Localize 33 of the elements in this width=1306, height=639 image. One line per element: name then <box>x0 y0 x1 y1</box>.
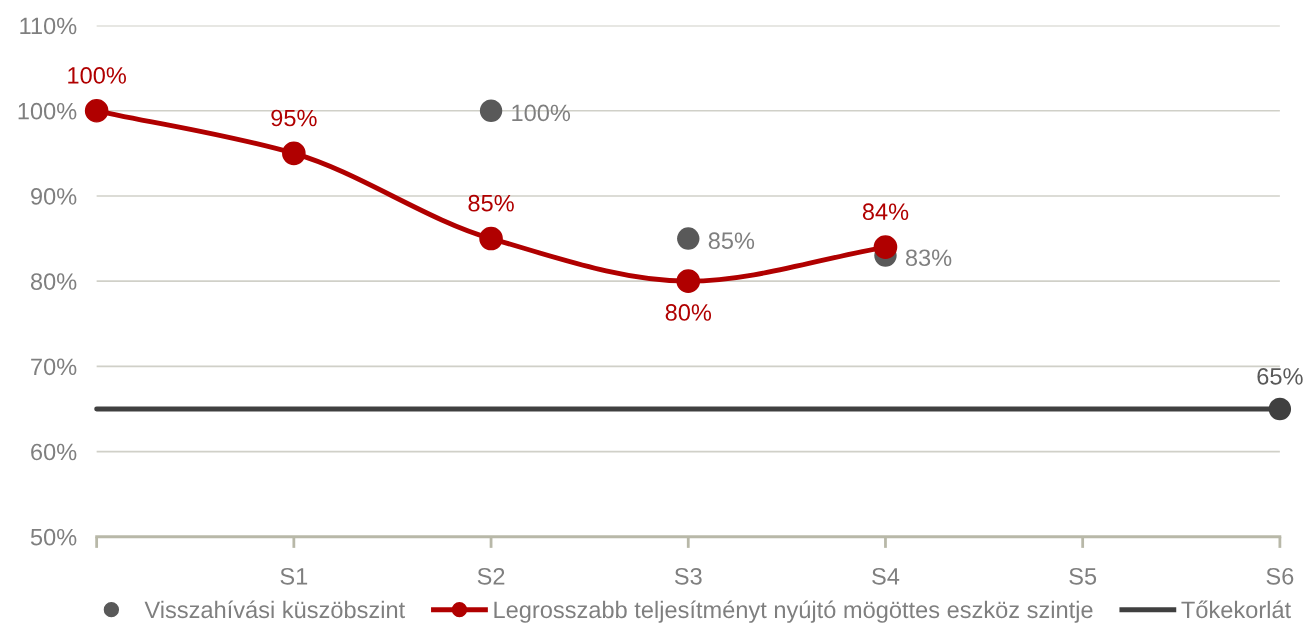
y-tick-label: 50% <box>30 528 77 546</box>
x-tick-label: S1 <box>280 567 308 585</box>
point <box>479 99 503 122</box>
y-tick-label: 100% <box>18 102 77 120</box>
data-label: 85% <box>708 232 755 250</box>
data-label: 80% <box>665 304 712 321</box>
data-label: 83% <box>905 249 952 267</box>
data-label: 84% <box>862 203 909 221</box>
data-label: 95% <box>271 109 317 127</box>
x-tick-label: S6 <box>1266 567 1294 585</box>
legend-label: Visszahívási küszöbszint <box>144 600 405 619</box>
point <box>1268 397 1292 421</box>
data-label: 100% <box>512 104 571 122</box>
x-tick-label: S4 <box>872 567 900 585</box>
data-label: 65% <box>1257 368 1303 385</box>
point <box>479 226 503 251</box>
point <box>677 227 700 250</box>
point <box>84 98 109 123</box>
point <box>873 235 898 259</box>
x-tick-label: S5 <box>1069 567 1097 585</box>
y-tick-label: 70% <box>31 358 77 376</box>
legend-label: Tőkekorlát <box>1181 600 1291 619</box>
legend-label: Legrosszabb teljesítményt nyújtó mögöttes eszköz szintje <box>494 600 1093 623</box>
y-tick-label: 110% <box>20 17 77 35</box>
data-label: 85% <box>468 194 514 212</box>
y-tick-label: 60% <box>31 443 77 461</box>
point <box>282 141 306 166</box>
data-label: 100% <box>68 67 126 84</box>
x-tick-label: S3 <box>674 567 702 585</box>
y-tick-label: 90% <box>31 188 77 205</box>
point <box>676 269 701 293</box>
x-tick-label: S2 <box>477 567 505 585</box>
y-tick-label: 80% <box>30 273 77 290</box>
